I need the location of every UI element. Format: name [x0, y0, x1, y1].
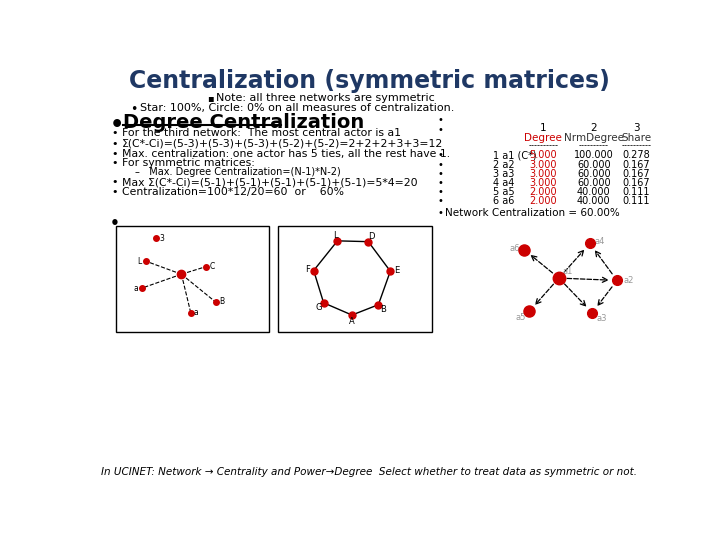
Text: ----------: ---------- — [579, 141, 608, 150]
Text: 3.000: 3.000 — [530, 168, 557, 179]
Text: 40.000: 40.000 — [577, 187, 611, 197]
Text: Degree Centralization: Degree Centralization — [122, 113, 364, 132]
Text: •: • — [437, 125, 443, 135]
Text: G: G — [316, 302, 323, 312]
Text: Centralization=100*12/20=60  or    60%: Centralization=100*12/20=60 or 60% — [122, 187, 343, 197]
Text: For the third network:  The most central actor is a1: For the third network: The most central … — [122, 128, 401, 138]
Text: A: A — [349, 316, 355, 326]
Text: 2.000: 2.000 — [530, 197, 557, 206]
Text: a3: a3 — [597, 314, 608, 323]
Text: In UCINET: Network → Centrality and Power→Degree  Select whether to treat data a: In UCINET: Network → Centrality and Powe… — [101, 467, 637, 477]
Text: 4 a4: 4 a4 — [493, 178, 514, 188]
Text: •: • — [437, 115, 443, 125]
FancyBboxPatch shape — [279, 226, 432, 332]
Text: Degree: Degree — [524, 132, 562, 143]
Text: 3.000: 3.000 — [530, 178, 557, 188]
Text: 0.111: 0.111 — [623, 197, 650, 206]
Text: •: • — [111, 128, 117, 138]
Text: 5 a5: 5 a5 — [493, 187, 515, 197]
Text: 5.000: 5.000 — [530, 150, 557, 160]
Text: a6: a6 — [510, 244, 520, 253]
Text: 60.000: 60.000 — [577, 178, 611, 188]
Text: ▪: ▪ — [207, 93, 213, 103]
Text: D: D — [368, 232, 374, 241]
Text: 2: 2 — [590, 123, 597, 133]
Text: 2.000: 2.000 — [530, 187, 557, 197]
Text: 2 a2: 2 a2 — [493, 159, 515, 170]
Text: Network Centralization = 60.00%: Network Centralization = 60.00% — [445, 208, 620, 218]
Text: •: • — [111, 139, 117, 148]
Text: 0.278: 0.278 — [623, 150, 650, 160]
Text: 0.167: 0.167 — [623, 159, 650, 170]
Text: B: B — [220, 298, 225, 307]
Text: ----------: ---------- — [528, 141, 559, 150]
FancyBboxPatch shape — [116, 226, 269, 332]
Text: a: a — [133, 284, 138, 293]
Text: •: • — [111, 177, 117, 187]
Text: •: • — [437, 178, 443, 188]
Text: 1: 1 — [540, 123, 546, 133]
Text: F: F — [305, 265, 310, 274]
Text: E: E — [394, 266, 399, 275]
Text: •: • — [437, 208, 443, 218]
Text: •: • — [130, 103, 138, 116]
Text: 0.167: 0.167 — [623, 178, 650, 188]
Text: B: B — [379, 305, 385, 314]
Text: Share: Share — [621, 132, 652, 143]
Text: Note: all three networks are symmetric: Note: all three networks are symmetric — [216, 93, 435, 103]
Text: 3 a3: 3 a3 — [493, 168, 514, 179]
Text: Max Σ(C*-Ci)=(5-1)+(5-1)+(5-1)+(5-1)+(5-1)=5*4=20: Max Σ(C*-Ci)=(5-1)+(5-1)+(5-1)+(5-1)+(5-… — [122, 177, 418, 187]
Text: •: • — [111, 148, 117, 159]
Text: a: a — [194, 308, 199, 317]
Text: •: • — [109, 217, 120, 232]
Text: Star: 100%, Circle: 0% on all measures of centralization.: Star: 100%, Circle: 0% on all measures o… — [140, 103, 454, 112]
Text: 60.000: 60.000 — [577, 159, 611, 170]
Text: •: • — [437, 159, 443, 170]
Text: 100.000: 100.000 — [574, 150, 613, 160]
Text: –   Max. Degree Centralization=(N-1)*N-2): – Max. Degree Centralization=(N-1)*N-2) — [135, 167, 341, 177]
Text: 3: 3 — [633, 123, 639, 133]
Text: C: C — [210, 262, 215, 271]
Text: a5: a5 — [516, 313, 526, 322]
Text: Σ(C*-Ci)=(5-3)+(5-3)+(5-3)+(5-2)+(5-2)=2+2+2+3+3=12: Σ(C*-Ci)=(5-3)+(5-3)+(5-3)+(5-2)+(5-2)=2… — [122, 139, 443, 148]
Text: •: • — [437, 168, 443, 179]
Text: 1 a1 (C*): 1 a1 (C*) — [493, 150, 536, 160]
Text: 0.167: 0.167 — [623, 168, 650, 179]
Text: 60.000: 60.000 — [577, 168, 611, 179]
Text: •: • — [111, 158, 117, 168]
Text: ----------: ---------- — [621, 141, 652, 150]
Text: Centralization (symmetric matrices): Centralization (symmetric matrices) — [129, 69, 609, 93]
Text: For symmetric matrices:: For symmetric matrices: — [122, 158, 255, 168]
Text: 40.000: 40.000 — [577, 197, 611, 206]
Text: NrmDegree: NrmDegree — [564, 132, 624, 143]
Text: •: • — [111, 187, 117, 197]
Text: L: L — [333, 231, 338, 240]
Text: 3: 3 — [159, 233, 164, 242]
Text: L: L — [137, 256, 141, 266]
Text: a2: a2 — [624, 276, 634, 285]
Text: •: • — [437, 150, 443, 160]
Text: 0.111: 0.111 — [623, 187, 650, 197]
Text: •: • — [437, 187, 443, 197]
Text: •: • — [109, 115, 124, 135]
Text: a4: a4 — [595, 238, 605, 246]
Text: a1: a1 — [563, 267, 573, 276]
Text: •: • — [437, 197, 443, 206]
Text: Max. centralization: one actor has 5 ties, all the rest have 1.: Max. centralization: one actor has 5 tie… — [122, 148, 450, 159]
Text: 3.000: 3.000 — [530, 159, 557, 170]
Text: 6 a6: 6 a6 — [493, 197, 514, 206]
